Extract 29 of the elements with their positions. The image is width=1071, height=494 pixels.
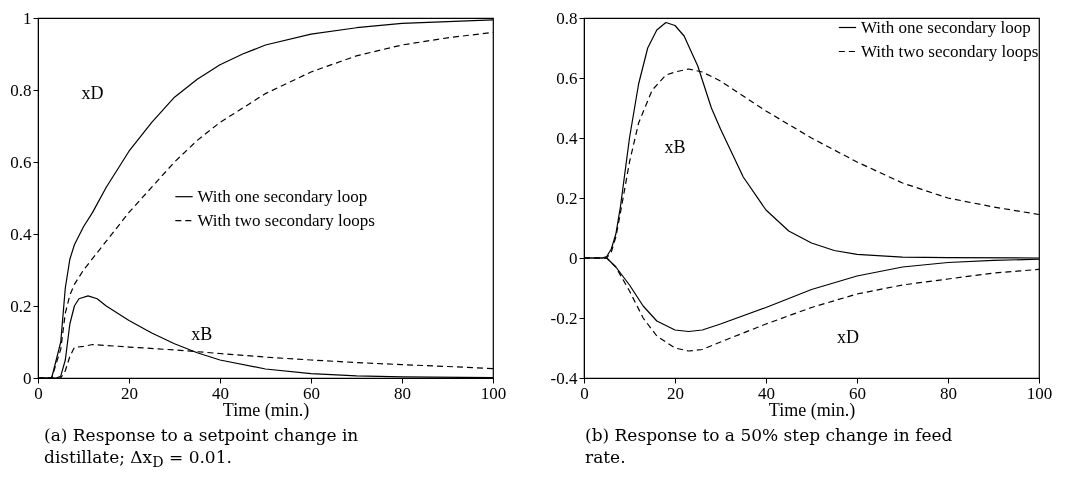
legend-label: With one secondary loop	[197, 186, 368, 206]
text: (a) Response to a setpoint change in distillate; Δx$_{D}$ = 0.01.	[44, 424, 360, 473]
y-tick-label: 0	[569, 248, 578, 268]
y-tick-label: 0.6	[10, 152, 32, 172]
x-tick-label: 20	[667, 383, 684, 403]
annotation: xD	[836, 327, 859, 348]
y-tick-label: -0.2	[550, 308, 578, 328]
x-tick-label: 100	[1026, 383, 1053, 403]
x-tick-label: 80	[394, 383, 411, 403]
y-tick-label: 0.2	[556, 188, 578, 208]
annotation: xB	[191, 323, 213, 344]
annotation: xB	[664, 136, 686, 157]
y-tick-label: 1	[23, 8, 32, 28]
text: (b) Response to a 50% step change in feed rate.	[585, 424, 954, 468]
y-tick-label: 0.2	[10, 296, 32, 316]
x-tick-label: 80	[940, 383, 957, 403]
legend-label: With two secondary loops	[861, 41, 1039, 61]
y-tick-label: 0	[23, 368, 32, 388]
x-tick-label: 100	[480, 383, 507, 403]
x-tick-label: 20	[121, 383, 138, 403]
y-tick-label: 0.4	[556, 128, 578, 148]
annotation: xD	[81, 82, 104, 103]
legend-label: With two secondary loops	[197, 210, 375, 230]
y-tick-label: 0.6	[556, 68, 578, 88]
y-tick-label: -0.4	[550, 368, 578, 388]
y-tick-label: 0.8	[10, 80, 32, 100]
legend-label: With one secondary loop	[861, 17, 1031, 37]
y-tick-label: 0.4	[10, 224, 32, 244]
y-tick-label: 0.8	[556, 8, 578, 28]
